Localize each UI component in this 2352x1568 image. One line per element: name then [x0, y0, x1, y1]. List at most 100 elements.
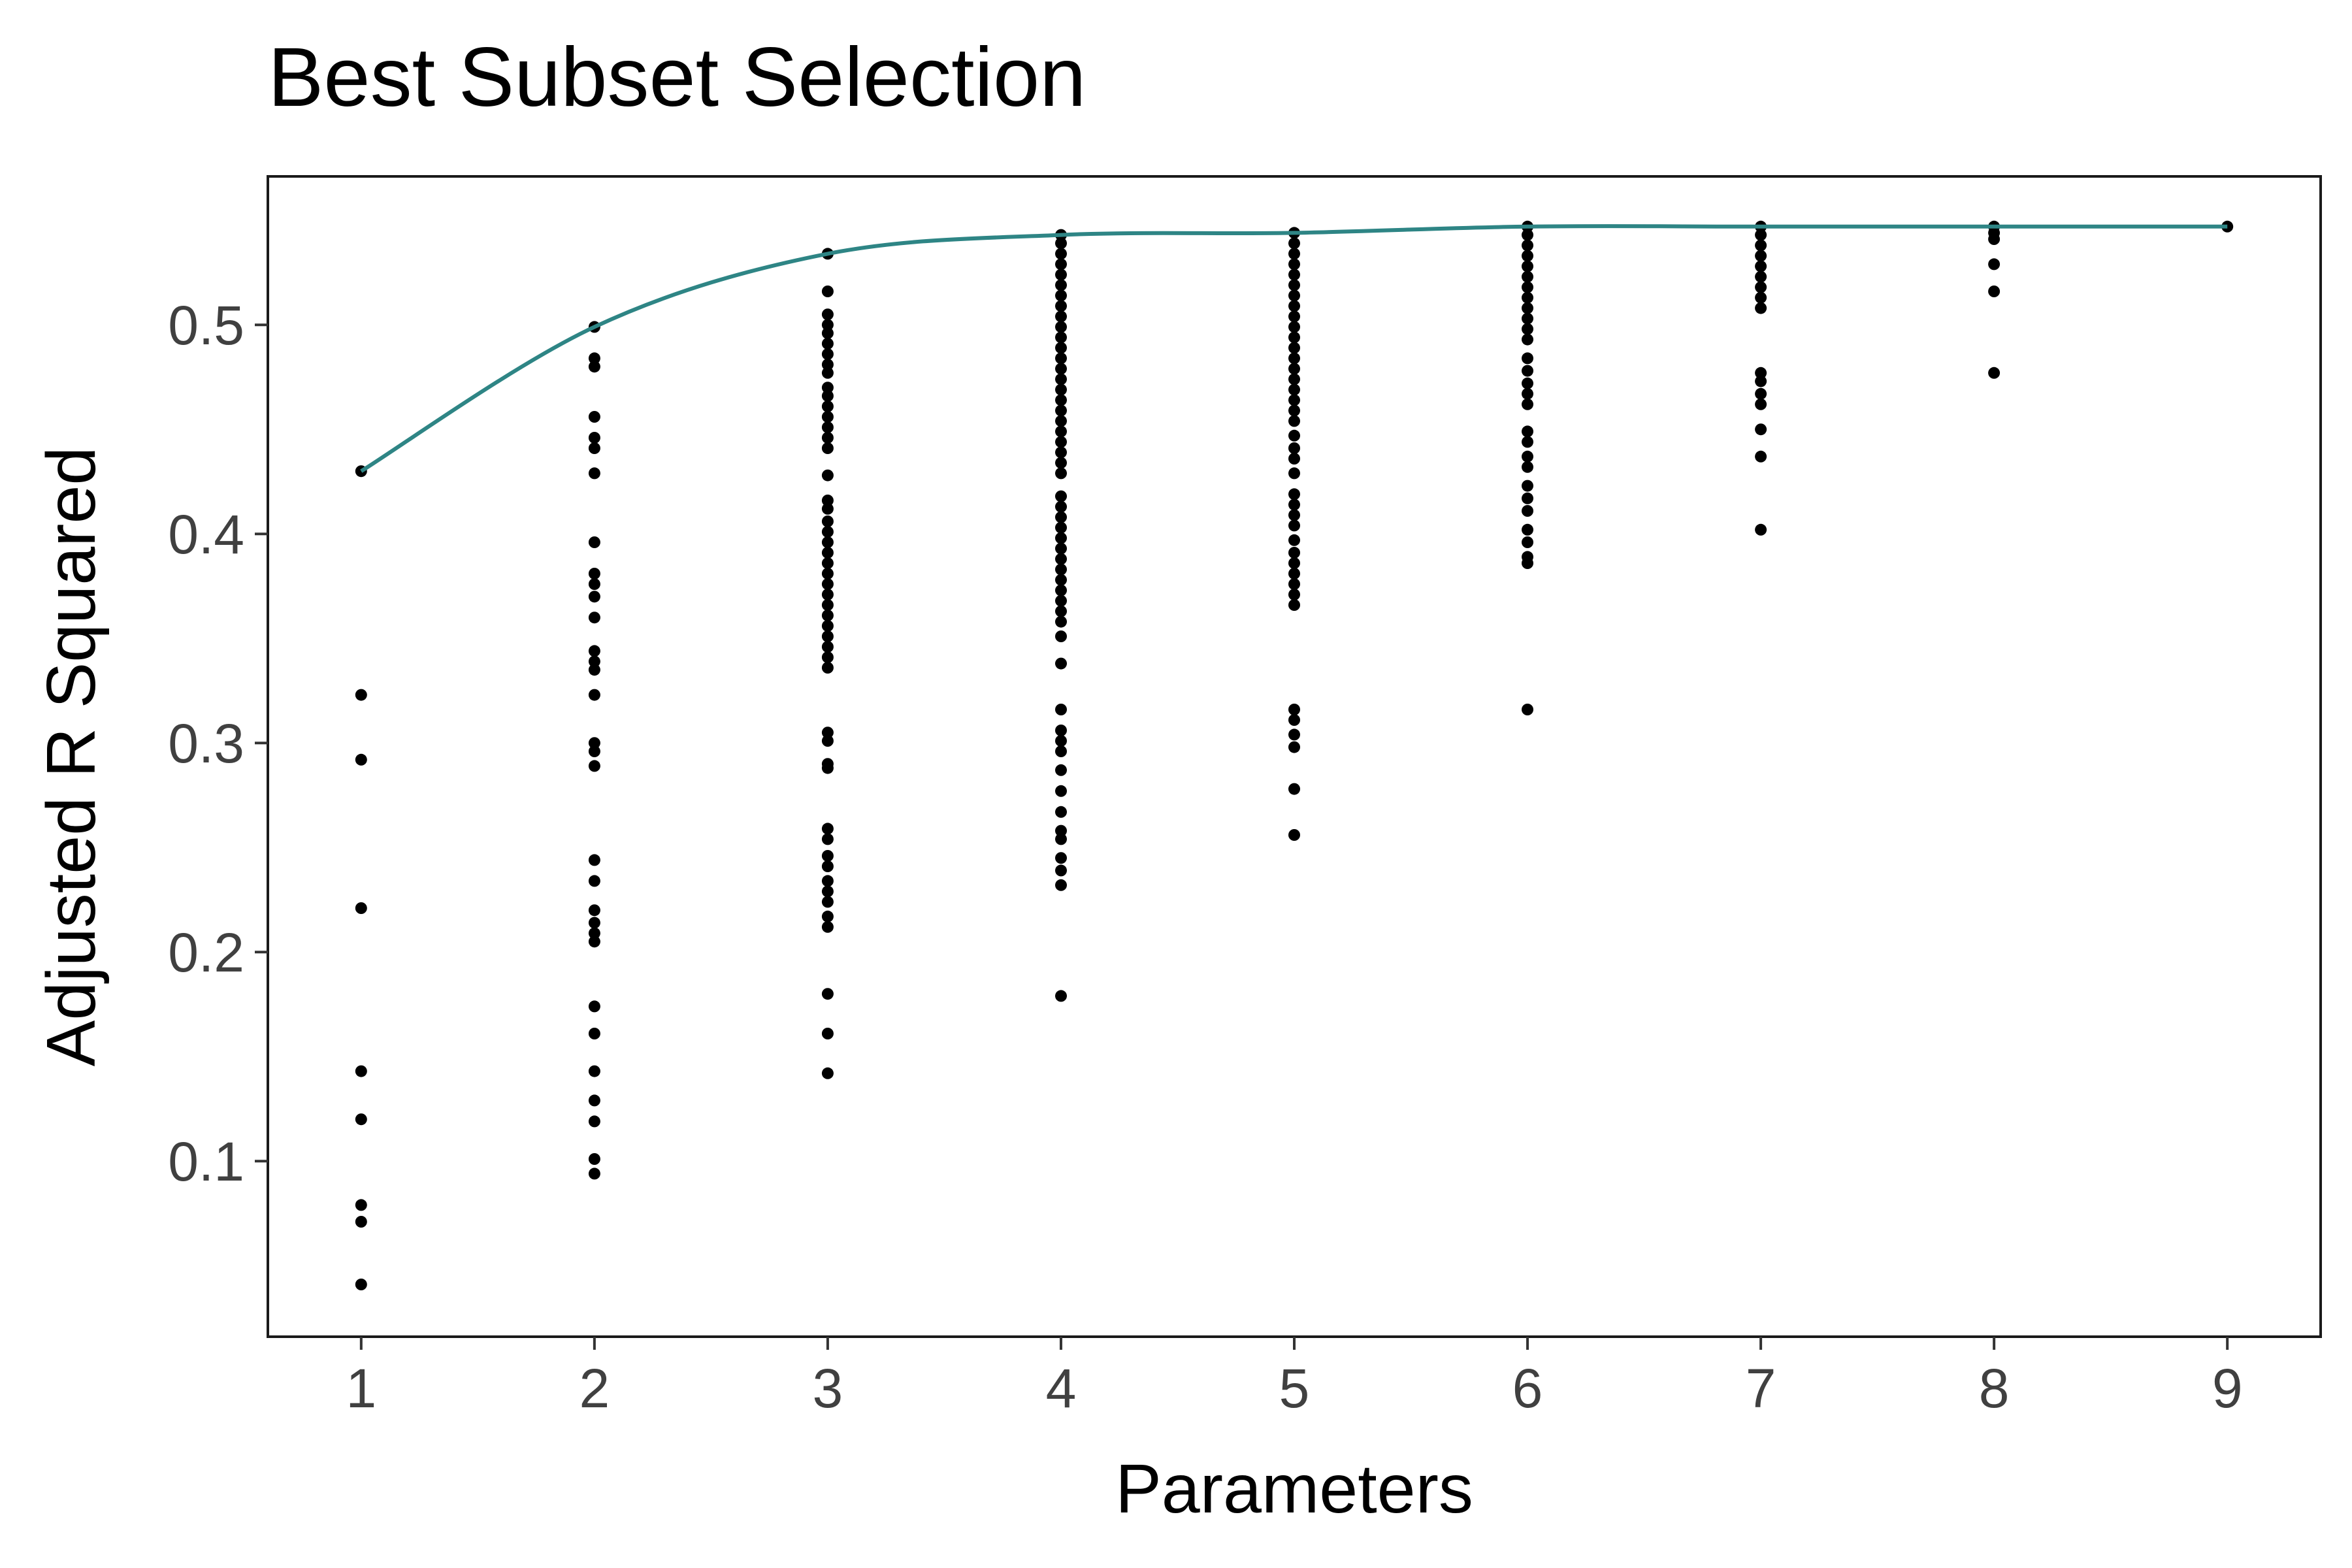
scatter-point: [821, 860, 834, 872]
scatter-point: [1522, 352, 1533, 365]
scatter-point: [1288, 415, 1300, 427]
scatter-point: [1288, 829, 1300, 841]
y-axis: 0.1 0.2 0.3 0.4 0.5: [168, 295, 268, 1192]
scatter-point: [821, 1067, 834, 1079]
scatter-point: [588, 361, 600, 373]
scatter-point: [1288, 578, 1300, 590]
scatter-point: [821, 651, 834, 663]
scatter-point: [1288, 321, 1300, 333]
scatter-point: [1522, 450, 1533, 463]
scatter-point: [1755, 387, 1767, 400]
scatter-point: [1288, 394, 1300, 406]
scatter-point: [1522, 536, 1533, 548]
scatter-point: [1755, 281, 1767, 293]
scatter-point: [355, 753, 367, 766]
scatter-point: [1055, 289, 1067, 302]
scatter-point: [355, 1113, 367, 1126]
scatter-point: [1522, 704, 1533, 715]
scatter-point: [821, 823, 834, 835]
scatter-point: [1055, 806, 1067, 818]
scatter-point: [1288, 568, 1300, 580]
scatter-point: [821, 286, 834, 297]
y-tick-label: 0.2: [168, 922, 244, 983]
scatter-point: [821, 526, 834, 538]
scatter-point: [1055, 500, 1067, 513]
scatter-point: [588, 432, 600, 444]
scatter-point: [821, 469, 834, 482]
x-tick-label: 4: [1046, 1358, 1077, 1419]
scatter-point: [821, 850, 834, 862]
scatter-point: [821, 367, 834, 379]
scatter-point: [1522, 365, 1533, 377]
scatter-point: [1755, 367, 1767, 379]
scatter-point: [588, 927, 600, 939]
scatter-point: [1055, 879, 1067, 891]
scatter-point: [821, 547, 834, 559]
scatter-point: [1288, 714, 1300, 726]
scatter-point: [1055, 615, 1067, 628]
y-tick-label: 0.4: [168, 504, 244, 565]
x-tick-label: 6: [1512, 1358, 1543, 1419]
scatter-point: [1288, 404, 1300, 417]
scatter-point: [1755, 398, 1767, 410]
scatter-point: [588, 442, 600, 454]
scatter-point: [1055, 735, 1067, 747]
scatter-point: [1055, 745, 1067, 757]
scatter-point: [1055, 352, 1067, 365]
scatter-point: [355, 689, 367, 701]
scatter-point: [355, 1199, 367, 1211]
scatter-point: [1522, 270, 1533, 283]
scatter-point: [1055, 864, 1067, 877]
scatter-point: [1522, 323, 1533, 335]
scatter-point: [1288, 237, 1300, 250]
scatter-point: [588, 760, 600, 772]
scatter-point: [821, 921, 834, 933]
scatter-point: [1055, 511, 1067, 523]
scatter-point: [821, 557, 834, 569]
scatter-point: [821, 327, 834, 339]
scatter-point: [1055, 279, 1067, 291]
scatter-point: [588, 936, 600, 948]
scatter-point: [1055, 852, 1067, 864]
scatter-point: [1755, 270, 1767, 283]
scatter-point: [1288, 534, 1300, 546]
scatter-point: [1055, 605, 1067, 617]
scatter-point: [1755, 291, 1767, 304]
scatter-point: [821, 610, 834, 621]
scatter-point: [821, 359, 834, 370]
y-tick-label: 0.3: [168, 713, 244, 774]
scatter-point: [1522, 312, 1533, 325]
scatter-point: [1288, 373, 1300, 385]
scatter-point: [1288, 453, 1300, 465]
scatter-point: [1755, 250, 1767, 262]
scatter-point: [1055, 990, 1067, 1002]
scatter-point: [1755, 229, 1767, 241]
chart-title: Best Subset Selection: [268, 31, 1086, 124]
scatter-point: [1055, 542, 1067, 555]
scatter-point: [588, 645, 600, 657]
scatter-point: [1522, 480, 1533, 492]
scatter-point: [821, 400, 834, 412]
scatter-point: [1522, 398, 1533, 410]
scatter-point: [355, 1216, 367, 1228]
scatter-point: [1288, 442, 1300, 454]
scatter-point: [1055, 563, 1067, 576]
scatter-point: [821, 432, 834, 444]
scatter-point: [1988, 286, 2001, 297]
scatter-point: [1988, 233, 2001, 245]
scatter-point: [1288, 509, 1300, 521]
scatter-point: [588, 854, 600, 866]
scatter-point: [821, 411, 834, 423]
scatter-point: [1522, 281, 1533, 293]
scatter-point: [1055, 467, 1067, 480]
scatter-point: [1288, 599, 1300, 611]
scatter-point: [1522, 333, 1533, 346]
scatter-point: [821, 502, 834, 515]
scatter-point: [1288, 300, 1300, 312]
scatter-point: [1055, 584, 1067, 596]
scatter-point: [1288, 519, 1300, 532]
scatter-point: [588, 904, 600, 917]
scatter-point: [1522, 229, 1533, 241]
scatter-point: [1055, 595, 1067, 607]
